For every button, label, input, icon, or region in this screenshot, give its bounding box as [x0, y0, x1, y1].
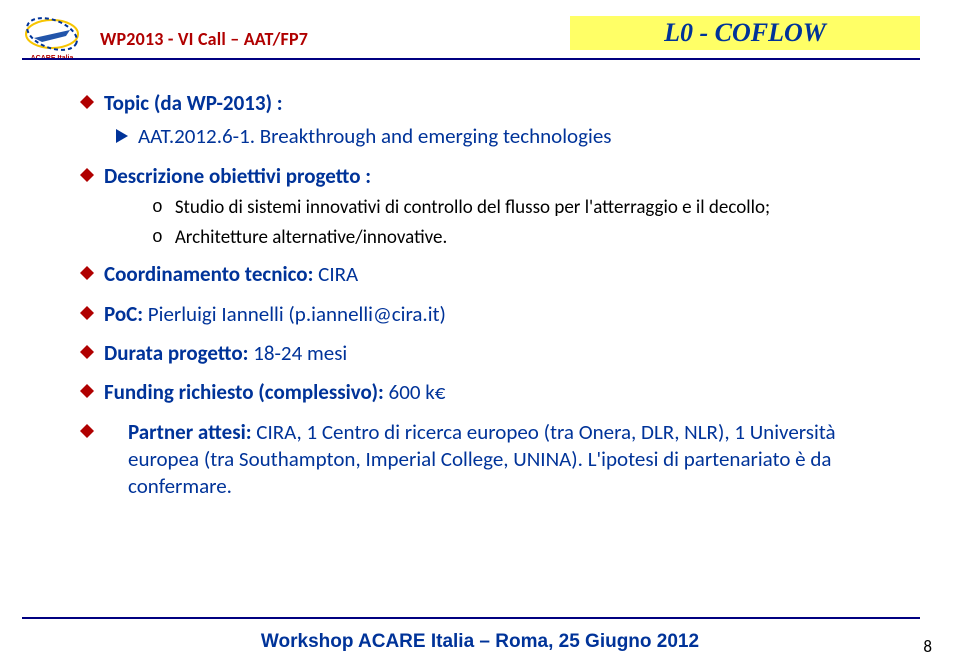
- coord-section: Coordinamento tecnico: CIRA: [80, 261, 900, 288]
- page-number: 8: [923, 636, 932, 657]
- funding-value: 600 k€: [389, 379, 446, 405]
- description-label: Descrizione obiettivi progetto :: [104, 163, 371, 190]
- coord-label: Coordinamento tecnico:: [104, 261, 313, 287]
- diamond-icon: [80, 266, 94, 280]
- footer-text: Workshop ACARE Italia – Roma, 25 Giugno …: [261, 631, 699, 652]
- description-section: Descrizione obiettivi progetto : o Studi…: [80, 163, 900, 250]
- slide-header: ACARE Italia WP2013 - VI Call – AAT/FP7 …: [0, 14, 960, 54]
- circle-bullet-icon: o: [152, 228, 163, 248]
- duration-section: Durata progetto: 18-24 mesi: [80, 340, 900, 367]
- duration-label: Durata progetto:: [104, 340, 253, 366]
- triangle-icon: [116, 129, 128, 143]
- poc-section: PoC: Pierluigi Iannelli (p.iannelli@cira…: [80, 301, 900, 328]
- circle-bullet-icon: o: [152, 198, 163, 218]
- slide-footer: Workshop ACARE Italia – Roma, 25 Giugno …: [0, 631, 960, 653]
- slide-content: Topic (da WP-2013) : AAT.2012.6-1. Break…: [80, 90, 900, 512]
- coord-value: CIRA: [313, 261, 358, 287]
- diamond-icon: [80, 345, 94, 359]
- diamond-icon: [80, 168, 94, 182]
- topic-value: AAT.2012.6-1. Breakthrough and emerging …: [138, 123, 611, 150]
- diamond-icon: [80, 306, 94, 320]
- breadcrumb: WP2013 - VI Call – AAT/FP7: [100, 28, 308, 50]
- desc-item: Studio di sistemi innovativi di controll…: [175, 196, 770, 220]
- diamond-icon: [80, 384, 94, 398]
- partner-section: Partner attesi: CIRA, 1 Centro di ricerc…: [80, 419, 900, 501]
- topic-label: Topic (da WP-2013) :: [104, 90, 283, 117]
- funding-section: Funding richiesto (complessivo): 600 k€: [80, 379, 900, 406]
- diamond-icon: [80, 95, 94, 109]
- header-rule: [22, 58, 920, 60]
- duration-value: 18-24 mesi: [253, 340, 347, 366]
- poc-label: PoC:: [104, 301, 148, 327]
- topic-section: Topic (da WP-2013) : AAT.2012.6-1. Break…: [80, 90, 900, 151]
- partner-label: Partner attesi:: [128, 419, 256, 445]
- diamond-icon: [80, 424, 94, 438]
- funding-label: Funding richiesto (complessivo):: [104, 379, 389, 405]
- acare-logo: ACARE Italia: [22, 16, 82, 62]
- desc-item: Architetture alternative/innovative.: [175, 226, 448, 250]
- poc-value: Pierluigi Iannelli (p.iannelli@cira.it): [148, 301, 446, 327]
- title-bar: L0 - COFLOW: [570, 16, 920, 50]
- footer-rule: [22, 617, 920, 619]
- title-bar-text: L0 - COFLOW: [664, 18, 826, 48]
